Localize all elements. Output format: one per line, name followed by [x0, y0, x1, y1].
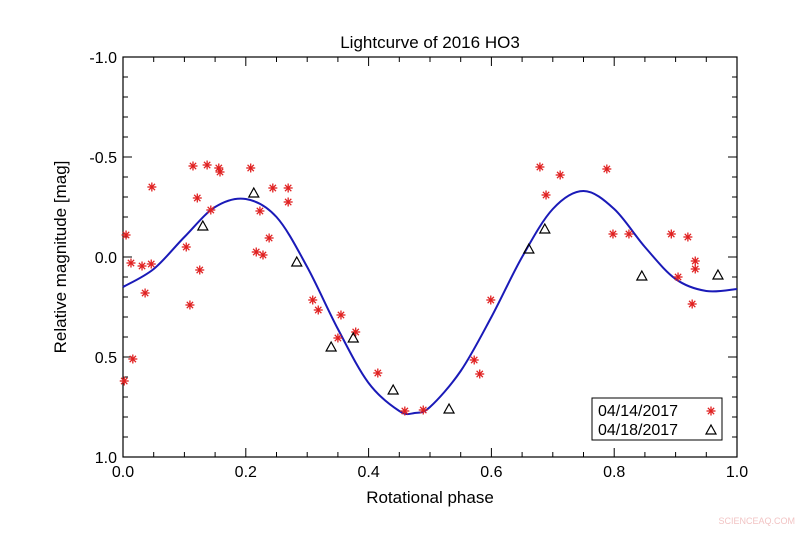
point-0414	[283, 197, 293, 207]
legend-marker-triangle	[704, 423, 718, 435]
point-0414	[486, 295, 496, 305]
point-0414	[469, 355, 479, 365]
legend-box	[591, 397, 723, 441]
point-0414	[140, 288, 150, 298]
y-axis-label: Relative magnitude [mag]	[51, 161, 70, 354]
x-tick-label: 1.0	[726, 464, 748, 481]
point-0414	[146, 259, 156, 269]
plot-frame	[122, 56, 738, 458]
axes: 0.0 0.2 0.4 0.6 0.8 1.0 -1.0 -0.5 0.0 0.5 1.0	[89, 50, 748, 481]
x-tick-label: 0.0	[112, 464, 134, 481]
point-0414	[128, 354, 138, 364]
point-0414	[475, 369, 485, 379]
x-tick-label: 0.6	[480, 464, 502, 481]
y-tick-label: -0.5	[89, 150, 117, 167]
point-0414	[215, 167, 225, 177]
point-0414	[535, 162, 545, 172]
legend-label-0414: 04/14/2017	[598, 403, 678, 420]
point-0418	[347, 331, 360, 343]
point-0418	[325, 340, 338, 352]
point-0414	[202, 160, 212, 170]
point-0414	[192, 193, 202, 203]
point-0414	[308, 295, 318, 305]
point-0414	[264, 233, 274, 243]
fit-curve	[122, 189, 738, 416]
legend-label-0418: 04/18/2017	[598, 422, 678, 439]
point-0414	[541, 190, 551, 200]
point-0414	[673, 272, 683, 282]
point-0414	[400, 406, 410, 416]
point-0418	[290, 255, 303, 267]
data-points	[119, 160, 724, 416]
legend-marker-asterisk	[706, 406, 716, 416]
x-tick-label: 0.8	[603, 464, 625, 481]
point-0414	[255, 206, 265, 216]
point-0414	[336, 310, 346, 320]
point-0414	[555, 170, 565, 180]
point-0414	[206, 205, 216, 215]
point-0414	[119, 376, 129, 386]
x-tick-label: 0.2	[235, 464, 257, 481]
point-0414	[126, 258, 136, 268]
fit-curve-group	[122, 189, 738, 416]
point-0414	[608, 229, 618, 239]
point-0414	[690, 256, 700, 266]
point-0414	[333, 333, 343, 343]
point-0414	[181, 242, 191, 252]
watermark: SCIENCEAQ.COM	[718, 516, 795, 526]
point-0418	[387, 383, 400, 395]
point-0414	[373, 368, 383, 378]
point-0414	[624, 229, 634, 239]
point-0414	[188, 161, 198, 171]
point-0414	[418, 405, 428, 415]
point-0414	[268, 183, 278, 193]
point-0414	[666, 229, 676, 239]
legend: 04/14/2017 04/18/2017	[591, 397, 723, 441]
x-tick-label: 0.4	[357, 464, 379, 481]
chart-title: Lightcurve of 2016 HO3	[340, 33, 520, 52]
x-axis-label: Rotational phase	[366, 488, 494, 507]
y-tick-label: 1.0	[95, 450, 117, 467]
point-0414	[313, 305, 323, 315]
point-0414	[283, 183, 293, 193]
point-0414	[185, 300, 195, 310]
y-tick-label: -1.0	[89, 50, 117, 67]
point-0414	[195, 265, 205, 275]
y-tick-label: 0.5	[95, 350, 117, 367]
point-0414	[687, 299, 697, 309]
point-0414	[683, 232, 693, 242]
point-0418	[635, 269, 648, 281]
point-0418	[247, 186, 260, 198]
point-0414	[690, 264, 700, 274]
point-0414	[147, 182, 157, 192]
point-0418	[196, 219, 209, 231]
point-0418	[711, 268, 724, 280]
point-0414	[602, 164, 612, 174]
point-0414	[246, 163, 256, 173]
point-0418	[538, 222, 551, 234]
point-0418	[443, 402, 456, 414]
point-0414	[121, 230, 131, 240]
point-0414	[251, 247, 261, 257]
point-0414	[137, 261, 147, 271]
y-tick-label: 0.0	[95, 250, 117, 267]
point-0414	[258, 250, 268, 260]
point-0414	[351, 327, 361, 337]
point-0418	[522, 242, 535, 254]
